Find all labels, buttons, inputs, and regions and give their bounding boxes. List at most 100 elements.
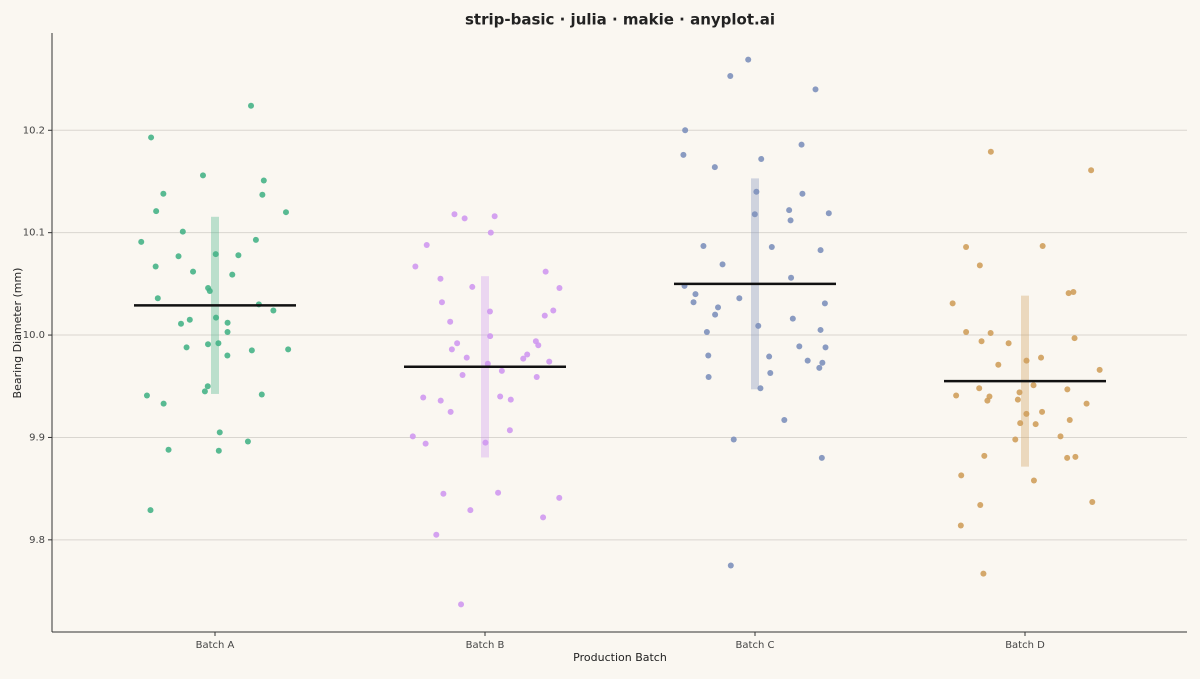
point <box>282 209 289 216</box>
point <box>199 172 206 179</box>
point <box>1096 366 1103 373</box>
point <box>542 268 549 275</box>
point <box>812 86 819 93</box>
point <box>817 247 824 254</box>
point <box>152 263 159 270</box>
point <box>953 392 960 399</box>
point <box>165 446 172 453</box>
point <box>963 244 970 251</box>
point <box>437 275 444 282</box>
point <box>147 507 154 514</box>
point <box>248 102 255 109</box>
point <box>550 307 557 314</box>
point <box>437 397 444 404</box>
point <box>1064 386 1071 393</box>
point <box>987 148 994 155</box>
y-tick-label: 9.8 <box>29 535 45 546</box>
point <box>976 385 983 392</box>
point <box>816 364 823 371</box>
x-axis-label: Production Batch <box>573 651 667 664</box>
point <box>963 328 970 335</box>
point <box>259 191 266 198</box>
x-tick-label: Batch D <box>1005 640 1045 651</box>
x-tick-label: Batch B <box>466 640 505 651</box>
point <box>213 314 220 321</box>
point <box>447 408 454 415</box>
point <box>507 396 514 403</box>
point <box>758 155 765 162</box>
point <box>745 56 752 63</box>
point <box>186 316 193 323</box>
point <box>154 295 161 302</box>
point <box>957 522 964 529</box>
point <box>148 134 155 141</box>
point <box>753 188 760 195</box>
point <box>980 570 987 577</box>
point <box>1088 167 1095 174</box>
point <box>179 228 186 235</box>
point <box>258 391 265 398</box>
point <box>804 357 811 364</box>
point <box>533 374 540 381</box>
point <box>546 358 553 365</box>
point <box>1017 420 1024 427</box>
point <box>520 355 527 362</box>
plot-area <box>134 56 1106 608</box>
point <box>796 343 803 350</box>
point <box>757 385 764 392</box>
point <box>705 374 712 381</box>
point <box>484 360 491 367</box>
point <box>1083 400 1090 407</box>
point <box>451 211 458 218</box>
point <box>524 351 531 358</box>
point <box>498 367 505 374</box>
point <box>215 447 222 454</box>
point <box>224 352 231 359</box>
point <box>270 307 277 314</box>
point <box>248 347 255 354</box>
point <box>727 562 734 569</box>
point <box>978 338 985 345</box>
point <box>535 342 542 349</box>
point <box>766 353 773 360</box>
point <box>730 436 737 443</box>
point <box>1038 354 1045 361</box>
point <box>1023 357 1030 364</box>
point <box>467 507 474 514</box>
y-tick-label: 10.0 <box>23 330 45 341</box>
point <box>690 299 697 306</box>
point <box>786 207 793 214</box>
point <box>459 371 466 378</box>
point <box>260 177 267 184</box>
point <box>438 299 445 306</box>
point <box>205 341 212 348</box>
point <box>1072 453 1079 460</box>
point <box>469 283 476 290</box>
chart-title: strip-basic · julia · makie · anyplot.ai <box>465 11 775 29</box>
point <box>682 127 689 134</box>
point <box>440 490 447 497</box>
x-tick-label: Batch C <box>736 640 775 651</box>
point <box>160 190 167 197</box>
point <box>229 271 236 278</box>
point <box>1070 289 1077 296</box>
point <box>487 333 494 340</box>
point <box>423 241 430 248</box>
point <box>984 397 991 404</box>
point <box>204 383 211 390</box>
point <box>556 284 563 291</box>
point <box>692 291 699 298</box>
point <box>781 417 788 424</box>
point <box>486 308 493 315</box>
point <box>178 320 185 327</box>
point <box>987 330 994 337</box>
point <box>1064 454 1071 461</box>
point <box>705 352 712 359</box>
point <box>1016 389 1023 396</box>
point <box>447 318 454 325</box>
point <box>463 354 470 361</box>
point <box>215 340 222 347</box>
point <box>448 346 455 353</box>
point <box>212 251 219 258</box>
y-tick-label: 9.9 <box>29 432 45 443</box>
